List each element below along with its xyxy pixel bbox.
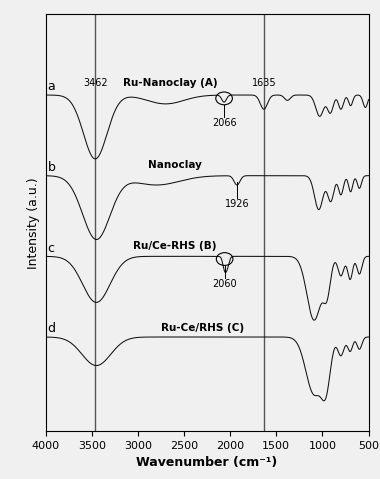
Text: b: b xyxy=(48,161,55,174)
Text: Nanoclay: Nanoclay xyxy=(148,160,202,171)
Text: Ru-Ce/RHS (C): Ru-Ce/RHS (C) xyxy=(161,323,244,333)
Text: 3462: 3462 xyxy=(83,78,108,88)
Text: 2066: 2066 xyxy=(212,118,236,128)
Text: a: a xyxy=(48,80,55,93)
Text: 1926: 1926 xyxy=(225,198,249,208)
Text: Ru/Ce-RHS (B): Ru/Ce-RHS (B) xyxy=(133,241,217,251)
Text: Ru-Nanoclay (A): Ru-Nanoclay (A) xyxy=(123,78,217,88)
Text: 1635: 1635 xyxy=(252,78,276,88)
Text: c: c xyxy=(48,242,54,255)
X-axis label: Wavenumber (cm⁻¹): Wavenumber (cm⁻¹) xyxy=(136,456,278,469)
Text: 2060: 2060 xyxy=(212,279,237,289)
Text: d: d xyxy=(48,322,55,335)
Y-axis label: Intensity (a.u.): Intensity (a.u.) xyxy=(27,177,40,269)
